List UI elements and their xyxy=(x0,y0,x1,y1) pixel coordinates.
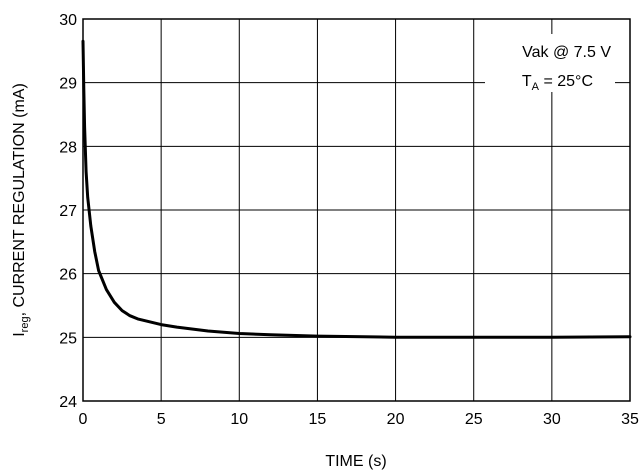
annotation-condition: Vak @ 7.5 V xyxy=(522,44,611,61)
x-tick-label: 10 xyxy=(230,411,248,428)
x-tick-label: 5 xyxy=(157,411,166,428)
x-tick-label: 35 xyxy=(621,411,639,428)
x-tick-label: 20 xyxy=(387,411,405,428)
y-tick-label: 29 xyxy=(59,76,77,93)
y-tick-label: 25 xyxy=(59,330,77,347)
y-tick-label: 27 xyxy=(59,203,77,220)
series-line xyxy=(81,39,632,339)
annotation-background xyxy=(485,34,615,92)
x-tick-labels: 0 5 10 15 20 25 30 35 xyxy=(79,411,639,428)
x-axis-title: TIME (s) xyxy=(325,453,386,470)
y-tick-label: 26 xyxy=(59,267,77,284)
x-tick-label: 15 xyxy=(309,411,327,428)
x-tick-label: 30 xyxy=(543,411,561,428)
y-tick-label: 30 xyxy=(59,12,77,29)
y-tick-labels: 24 25 26 27 28 29 30 xyxy=(59,12,77,411)
y-tick-label: 28 xyxy=(59,139,77,156)
plot-frame xyxy=(82,18,631,402)
x-tick-label: 0 xyxy=(79,411,88,428)
annotation-temperature: TA = 25°C xyxy=(522,73,593,93)
y-axis-title: Ireg, CURRENT REGULATION (mA) xyxy=(11,83,31,337)
x-tick-label: 25 xyxy=(465,411,483,428)
y-tick-label: 24 xyxy=(59,394,77,411)
